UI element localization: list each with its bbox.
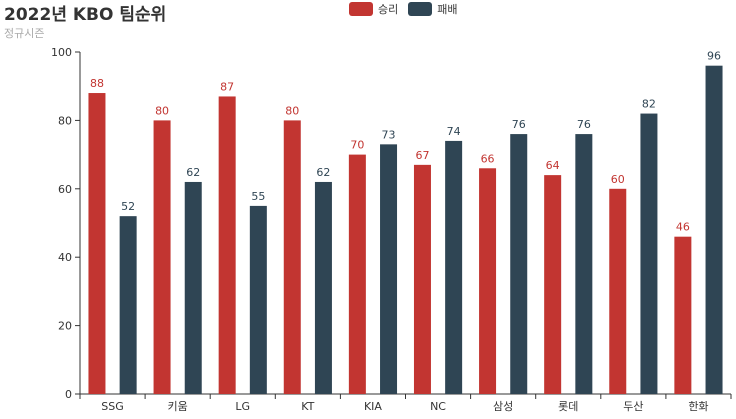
- legend-label-wins: 승리: [378, 3, 399, 16]
- bar-losses: [705, 65, 723, 395]
- bar-losses: [119, 216, 137, 394]
- y-tick-label: 60: [58, 183, 72, 196]
- bar-losses: [380, 144, 398, 394]
- legend-item-wins[interactable]: 승리: [349, 1, 398, 17]
- y-tick-label: 80: [58, 114, 72, 127]
- bar-wins: [153, 120, 171, 395]
- data-label-wins: 67: [415, 149, 429, 162]
- x-tick-label: 한화: [688, 400, 708, 413]
- bar-wins: [609, 188, 627, 394]
- bar-losses: [575, 134, 593, 394]
- data-label-losses: 76: [512, 118, 526, 131]
- bar-wins: [283, 120, 301, 395]
- chart-legend[interactable]: 승리 패배: [349, 1, 468, 17]
- bar-losses: [510, 134, 528, 394]
- y-tick-label: 100: [51, 46, 72, 59]
- y-tick-label: 20: [58, 320, 72, 333]
- data-label-wins: 87: [220, 80, 234, 93]
- bar-losses: [640, 113, 658, 394]
- data-label-wins: 70: [350, 139, 364, 152]
- x-tick-label: LG: [235, 400, 250, 413]
- data-label-wins: 64: [546, 159, 560, 172]
- x-tick-label: 키움: [168, 400, 188, 413]
- data-label-wins: 88: [90, 77, 104, 90]
- legend-item-losses[interactable]: 패배: [408, 1, 458, 17]
- bar-wins: [348, 154, 366, 394]
- bar-wins: [674, 236, 692, 394]
- bar-wins: [544, 175, 562, 394]
- data-label-wins: 80: [285, 104, 299, 117]
- legend-label-losses: 패배: [437, 3, 458, 16]
- x-tick-label: 삼성: [493, 400, 513, 413]
- bar-wins: [88, 93, 106, 394]
- bar-losses: [249, 205, 267, 394]
- data-label-losses: 76: [577, 118, 591, 131]
- data-label-losses: 52: [121, 200, 135, 213]
- data-label-wins: 80: [155, 104, 169, 117]
- x-tick-label: 두산: [623, 400, 643, 413]
- bar-losses: [184, 181, 202, 394]
- x-tick-label: NC: [430, 400, 446, 413]
- chart-subtitle: 정규시즌: [4, 27, 45, 40]
- chart-title: 2022년 KBO 팀순위: [4, 5, 167, 25]
- y-tick-label: 40: [58, 251, 72, 264]
- data-label-losses: 73: [382, 128, 396, 141]
- data-label-losses: 96: [707, 50, 721, 63]
- data-label-losses: 82: [642, 98, 656, 111]
- data-label-wins: 60: [611, 173, 625, 186]
- bar-wins: [413, 164, 431, 394]
- bar-wins: [218, 96, 236, 395]
- x-tick-label: KIA: [364, 400, 382, 413]
- legend-swatch-wins: [349, 2, 373, 16]
- x-tick-label: 롯데: [558, 400, 578, 413]
- x-tick-label: SSG: [101, 400, 124, 413]
- data-label-losses: 62: [316, 166, 330, 179]
- bar-losses: [314, 181, 332, 394]
- data-label-wins: 46: [676, 221, 690, 234]
- data-label-losses: 62: [186, 166, 200, 179]
- data-label-wins: 66: [481, 152, 495, 165]
- x-tick-label: KT: [301, 400, 314, 413]
- bar-losses: [445, 140, 463, 394]
- y-tick-label: 0: [65, 388, 72, 401]
- data-label-losses: 55: [251, 190, 265, 203]
- bar-wins: [479, 168, 497, 394]
- data-label-losses: 74: [447, 125, 461, 138]
- legend-swatch-losses: [408, 2, 433, 16]
